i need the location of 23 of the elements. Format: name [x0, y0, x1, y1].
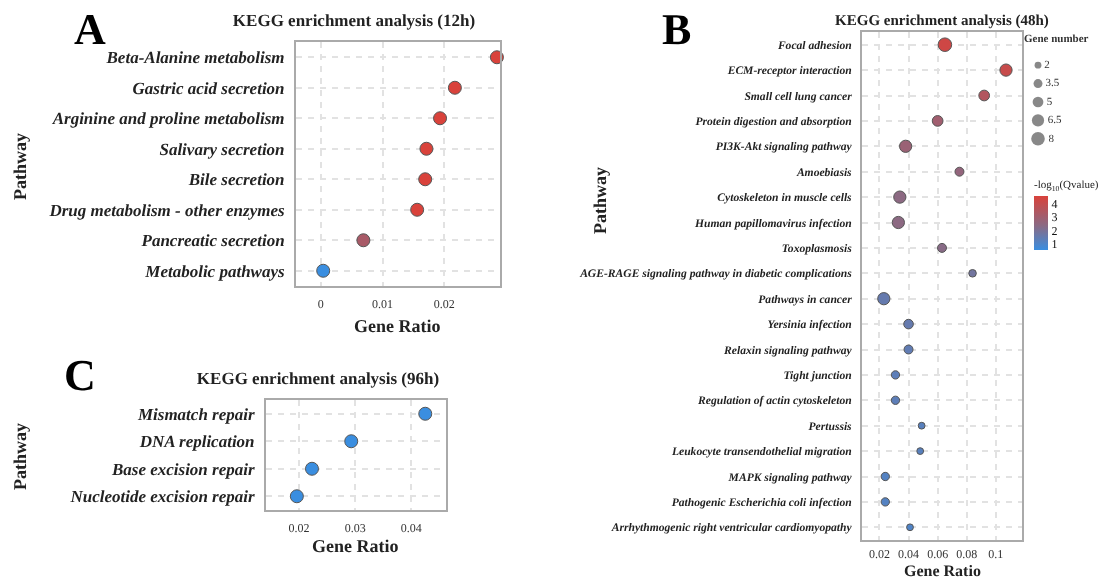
y-axis-title: Pathway	[10, 132, 30, 200]
y-tick-label: Mismatch repair	[135, 403, 256, 424]
y-tick-label: Salivary secretion	[159, 138, 286, 159]
y-tick-label: Beta-Alanine metabolism	[104, 47, 286, 68]
y-tick-label: Metabolic pathways	[143, 260, 286, 281]
y-tick-label: Base excision repair	[109, 458, 256, 479]
y-tick-label: Nucleotide excision repair	[68, 486, 256, 507]
x-axis-title: Gene Ratio	[312, 536, 400, 556]
text: C	[64, 350, 96, 400]
chart-title: KEGG enrichment analysis (12h)	[232, 9, 476, 30]
x-axis-title: Gene Ratio	[904, 562, 981, 580]
y-tick-label: DNA replication	[137, 431, 256, 452]
y-axis-title: Pathway	[590, 166, 610, 234]
text: B	[662, 4, 692, 54]
chart-title: KEGG enrichment analysis (96h)	[196, 367, 440, 388]
y-axis-title: Pathway	[10, 422, 30, 490]
y-tick-label: Arginine and proline metabolism	[50, 108, 286, 129]
y-tick-label: Drug metabolism - other enzymes	[47, 199, 286, 220]
y-tick-label: Gastric acid secretion	[132, 77, 286, 98]
y-tick-label: Bile secretion	[186, 169, 286, 190]
y-tick-label: Pancreatic secretion	[141, 230, 286, 251]
text: A	[74, 4, 106, 54]
x-axis-title: Gene Ratio	[354, 316, 442, 336]
